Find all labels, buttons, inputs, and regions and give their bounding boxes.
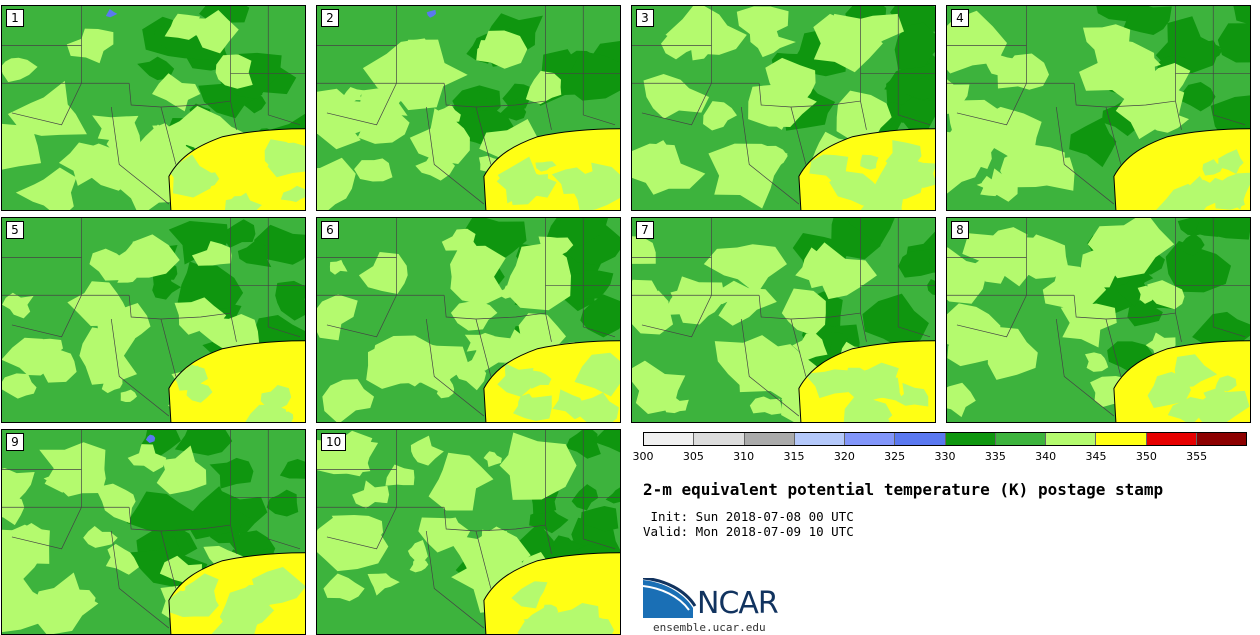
ncar-logo-icon: [643, 578, 697, 618]
map-panel: 1: [1, 5, 306, 211]
colorbar-tick-label: 300: [632, 450, 654, 463]
figure-title: 2-m equivalent potential temperature (K)…: [643, 480, 1164, 499]
temperature-field-map: [947, 218, 1250, 422]
map-panel: 5: [1, 217, 306, 423]
colorbar-segment: [1146, 433, 1197, 445]
logo-url: ensemble.ucar.edu: [653, 621, 766, 634]
panel-label: 6: [321, 221, 339, 239]
colorbar-tick-label: 330: [934, 450, 956, 463]
colorbar-segment: [644, 433, 695, 445]
panel-label: 5: [6, 221, 24, 239]
panel-label: 9: [6, 433, 24, 451]
panel-label: 10: [321, 433, 347, 451]
map-panel: 9: [1, 429, 306, 635]
valid-time: Valid: Mon 2018-07-09 10 UTC: [643, 524, 854, 539]
map-panel: 8: [946, 217, 1251, 423]
map-panel: 2: [316, 5, 621, 211]
colorbar-tick-label: 310: [733, 450, 755, 463]
map-panel: 10: [316, 429, 621, 635]
logo-text: NCAR: [697, 586, 779, 621]
map-panel: 7: [631, 217, 936, 423]
temperature-field-map: [632, 6, 935, 210]
map-panel: 3: [631, 5, 936, 211]
panel-label: 2: [321, 9, 339, 27]
init-time: Init: Sun 2018-07-08 00 UTC: [643, 509, 854, 524]
panel-label: 1: [6, 9, 24, 27]
colorbar-tick-label: 335: [984, 450, 1006, 463]
temperature-field-map: [632, 218, 935, 422]
colorbar-tick-label: 340: [1035, 450, 1057, 463]
temperature-field-map: [317, 6, 620, 210]
colorbar: [643, 432, 1247, 446]
panel-label: 4: [951, 9, 969, 27]
colorbar-segment: [1046, 433, 1097, 445]
colorbar-tick-label: 315: [783, 450, 805, 463]
temperature-field-map: [317, 218, 620, 422]
colorbar-tick-label: 305: [682, 450, 704, 463]
colorbar-segment: [995, 433, 1046, 445]
colorbar-tick-label: 345: [1085, 450, 1107, 463]
map-panel: 4: [946, 5, 1251, 211]
colorbar-segment: [694, 433, 745, 445]
colorbar-ticks: 300 305 310 315 320 325 330 335 340 345 350 355: [633, 450, 1247, 464]
panel-label: 3: [636, 9, 654, 27]
colorbar-tick-label: 325: [884, 450, 906, 463]
colorbar-segment: [794, 433, 845, 445]
temperature-field-map: [2, 6, 305, 210]
temperature-field-map: [947, 6, 1250, 210]
panel-label: 7: [636, 221, 654, 239]
colorbar-tick-label: 320: [833, 450, 855, 463]
map-panel: 6: [316, 217, 621, 423]
colorbar-tick-label: 350: [1135, 450, 1157, 463]
temperature-field-map: [317, 430, 620, 634]
panel-label: 8: [951, 221, 969, 239]
colorbar-segment: [945, 433, 996, 445]
colorbar-segment: [1096, 433, 1147, 445]
colorbar-segment: [895, 433, 946, 445]
temperature-field-map: [2, 430, 305, 634]
colorbar-segment: [845, 433, 896, 445]
colorbar-segment: [744, 433, 795, 445]
colorbar-segment: [1196, 433, 1246, 445]
colorbar-tick-label: 355: [1186, 450, 1208, 463]
temperature-field-map: [2, 218, 305, 422]
